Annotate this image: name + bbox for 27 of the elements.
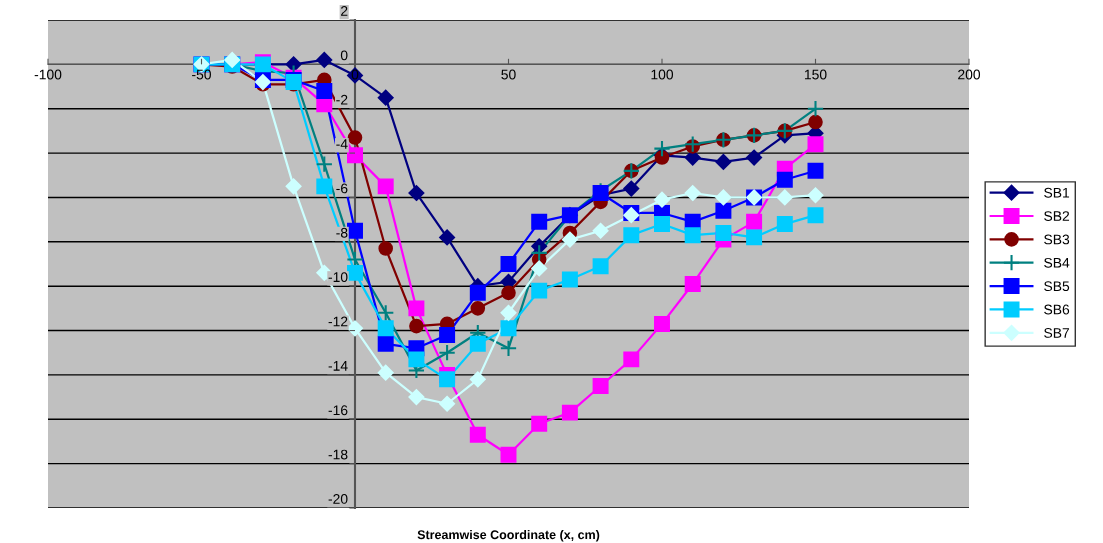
x-tick-label: -100 bbox=[34, 69, 62, 80]
x-tick-label: 100 bbox=[651, 69, 674, 80]
y-tick-label: 0 bbox=[340, 50, 348, 61]
y-tick-label: -4 bbox=[336, 139, 348, 149]
y-tick-label: -6 bbox=[336, 183, 348, 194]
legend-label: SB4 bbox=[1044, 257, 1070, 268]
x-tick-label: 0 bbox=[351, 69, 359, 80]
legend-label: SB5 bbox=[1044, 281, 1070, 292]
legend-label: SB7 bbox=[1044, 327, 1070, 338]
y-tick-label: -8 bbox=[336, 227, 348, 238]
y-tick-label: -2 bbox=[336, 94, 348, 105]
y-tick-label: -16 bbox=[328, 405, 348, 416]
legend-label: SB1 bbox=[1044, 187, 1070, 198]
y-tick-label: -14 bbox=[328, 361, 348, 371]
x-tick-label: 200 bbox=[958, 69, 981, 80]
y-tick-label: -20 bbox=[328, 494, 348, 504]
x-tick-label: -50 bbox=[192, 69, 211, 80]
x-tick-label: 50 bbox=[501, 69, 516, 80]
y-tick-label: 2 bbox=[341, 6, 348, 16]
legend-label: SB3 bbox=[1044, 234, 1070, 245]
y-tick-label: -18 bbox=[328, 449, 348, 460]
x-tick-label: 150 bbox=[804, 69, 827, 80]
y-tick-label: -12 bbox=[328, 316, 348, 327]
legend-label: SB6 bbox=[1044, 304, 1070, 315]
x-axis-title: Streamwise Coordinate (x, cm) bbox=[417, 529, 600, 542]
legend-label: SB2 bbox=[1044, 211, 1070, 221]
y-tick-label: -10 bbox=[328, 272, 348, 283]
